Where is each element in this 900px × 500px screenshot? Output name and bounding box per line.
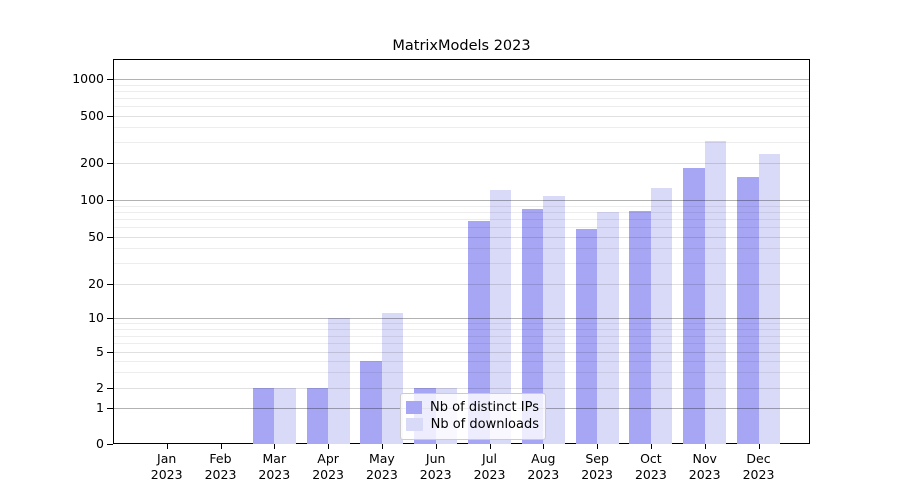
x-tick-oct: [650, 444, 652, 449]
x-tick-year: 2023: [150, 466, 183, 482]
x-tick-label-jun: Jun 2023: [408, 451, 464, 482]
x-tick-year: 2023: [312, 466, 344, 482]
x-tick-aug: [543, 444, 545, 449]
x-tick-apr: [328, 444, 330, 449]
y-tick-label-50: 50: [88, 228, 104, 244]
x-tick-month: May: [368, 451, 395, 466]
x-tick-label-aug: Aug 2023: [515, 451, 571, 482]
x-tick-month: Dec: [746, 451, 771, 466]
y-tick-label-1000: 1000: [72, 71, 104, 86]
x-tick-year: 2023: [581, 466, 613, 482]
x-tick-month: Aug: [531, 451, 556, 466]
x-tick-year: 2023: [419, 466, 452, 482]
x-tick-mar: [274, 444, 276, 449]
legend-label-downloads: Nb of downloads: [430, 417, 539, 432]
x-tick-label-dec: Dec 2023: [731, 451, 787, 482]
x-tick-nov: [704, 444, 706, 449]
x-tick-may: [381, 444, 383, 449]
x-tick-label-feb: Feb 2023: [193, 451, 249, 482]
x-tick-month: Mar: [262, 451, 287, 466]
x-tick-feb: [220, 444, 222, 449]
x-tick-year: 2023: [204, 466, 237, 482]
x-tick-label-jul: Jul 2023: [462, 451, 518, 482]
y-tick-label-1: 1: [96, 400, 104, 416]
x-tick-month: Apr: [317, 451, 339, 466]
x-tick-month: Oct: [640, 451, 662, 466]
legend-swatch-distinct-ips: [406, 401, 423, 414]
x-tick-year: 2023: [634, 466, 667, 482]
legend-swatch-downloads: [406, 418, 423, 431]
x-tick-sep: [597, 444, 599, 449]
x-tick-year: 2023: [742, 466, 775, 482]
legend: Nb of distinct IPs Nb of downloads: [400, 393, 546, 440]
legend-label-distinct-ips: Nb of distinct IPs: [430, 400, 539, 415]
x-tick-month: Jun: [425, 451, 446, 466]
x-tick-year: 2023: [527, 466, 560, 482]
x-tick-jul: [489, 444, 491, 449]
y-tick-label-0: 0: [96, 436, 104, 451]
x-tick-jan: [166, 444, 168, 449]
y-tick-label-100: 100: [80, 192, 104, 207]
x-tick-label-jan: Jan 2023: [139, 451, 195, 482]
x-tick-jun: [435, 444, 437, 449]
x-tick-month: Feb: [209, 451, 232, 466]
x-tick-year: 2023: [688, 466, 721, 482]
plot-area: [113, 59, 810, 444]
x-tick-year: 2023: [473, 466, 506, 482]
y-tick-label-500: 500: [80, 107, 104, 123]
x-tick-month: Sep: [585, 451, 609, 466]
y-tick-label-2: 2: [96, 379, 104, 395]
x-tick-label-may: May 2023: [354, 451, 410, 482]
x-tick-dec: [758, 444, 760, 449]
legend-row-distinct-ips: Nb of distinct IPs: [406, 400, 539, 415]
x-tick-label-oct: Oct 2023: [623, 451, 679, 482]
x-tick-month: Nov: [692, 451, 717, 466]
y-tick-label-5: 5: [96, 344, 104, 359]
x-tick-month: Jul: [481, 451, 498, 466]
x-tick-label-sep: Sep 2023: [569, 451, 625, 482]
y-tick-label-10: 10: [88, 310, 104, 325]
legend-row-downloads: Nb of downloads: [406, 417, 539, 432]
chart-title: MatrixModels 2023: [392, 38, 531, 54]
x-tick-year: 2023: [258, 466, 291, 482]
x-tick-label-mar: Mar 2023: [246, 451, 302, 482]
y-tick-label-200: 200: [80, 155, 104, 171]
y-tick-label-20: 20: [88, 276, 104, 292]
x-tick-label-apr: Apr 2023: [300, 451, 356, 482]
x-tick-year: 2023: [365, 466, 398, 482]
x-tick-month: Jan: [157, 451, 177, 466]
x-tick-label-nov: Nov 2023: [677, 451, 733, 482]
y-tick-0: [107, 444, 113, 445]
